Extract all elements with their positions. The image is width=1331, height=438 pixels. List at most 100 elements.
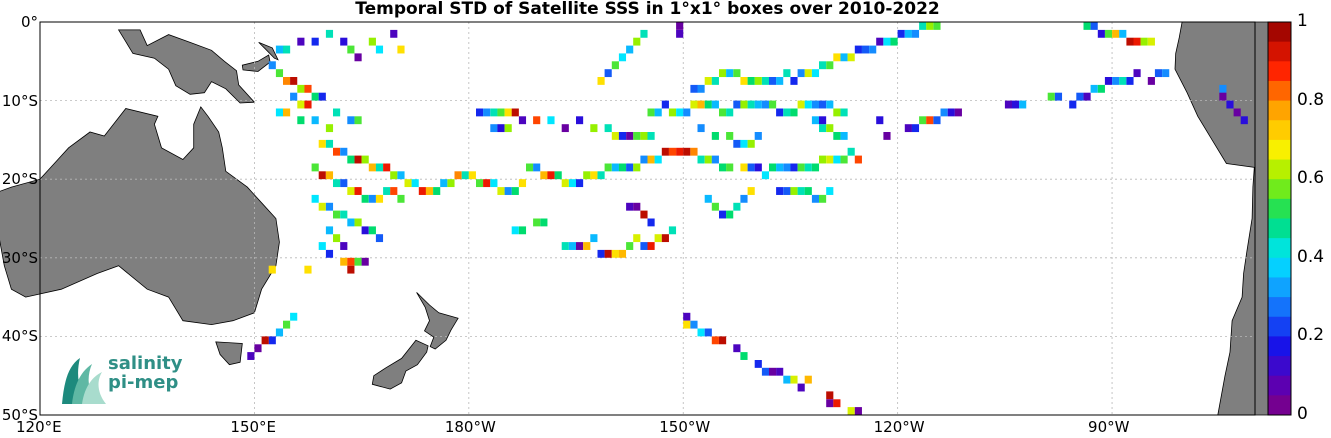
sss-std-cell	[361, 155, 369, 164]
sss-std-cell	[1076, 92, 1084, 101]
sss-std-cell	[676, 22, 684, 30]
sss-std-cell	[776, 367, 784, 376]
logo-line1: salinity	[108, 353, 183, 374]
sss-std-cell	[726, 108, 734, 117]
sss-std-cell	[676, 108, 684, 117]
sss-std-cell	[318, 92, 326, 101]
land-nz-north	[416, 292, 459, 350]
sss-std-cell	[1219, 84, 1227, 93]
colorbar-segment	[1268, 257, 1291, 278]
sss-std-cell	[754, 100, 762, 109]
sss-std-cell	[347, 155, 355, 164]
sss-std-cell	[354, 116, 362, 125]
sss-std-cell	[776, 187, 784, 195]
sss-std-cell	[354, 53, 362, 62]
sss-std-cell	[604, 163, 612, 172]
sss-std-cell	[640, 155, 648, 164]
sss-std-cell	[804, 163, 812, 172]
sss-std-cell	[933, 116, 941, 125]
sss-std-cell	[318, 139, 326, 148]
sss-std-cell	[483, 179, 491, 188]
lon-tick-label: 150°W	[659, 418, 711, 436]
sss-std-cell	[368, 37, 376, 46]
sss-std-cell	[1154, 69, 1163, 78]
sss-std-cell	[733, 202, 741, 211]
sss-std-cell	[647, 218, 655, 227]
sss-std-cell	[347, 45, 355, 54]
colorbar-segment	[1268, 395, 1291, 416]
sss-std-cell	[361, 257, 369, 266]
sss-std-cell	[761, 100, 770, 109]
colorbar-segment	[1268, 159, 1291, 180]
sss-std-cells	[247, 22, 1248, 415]
sss-std-cell	[776, 163, 784, 172]
sss-std-cell	[1104, 29, 1113, 38]
sss-std-cell	[654, 108, 662, 117]
sss-std-cell	[911, 124, 920, 133]
sss-std-cell	[597, 77, 605, 85]
sss-std-cell	[375, 194, 384, 203]
sss-std-cell	[647, 132, 655, 140]
sss-std-cell	[726, 69, 734, 78]
sss-std-cell	[1090, 22, 1098, 30]
sss-std-cell	[726, 210, 734, 219]
sss-std-cell	[740, 194, 748, 203]
sss-std-cell	[811, 100, 820, 109]
sss-std-cell	[826, 187, 834, 195]
sss-std-cell	[697, 124, 705, 133]
sss-std-cell	[761, 367, 770, 376]
sss-std-cell	[904, 124, 912, 133]
sss-std-cell	[804, 69, 812, 78]
sss-std-cell	[547, 171, 555, 180]
sss-std-cell	[833, 399, 841, 408]
sss-std-cell	[626, 163, 634, 172]
sss-std-cell	[876, 37, 884, 46]
sss-std-cell	[483, 108, 491, 117]
sss-std-cell	[811, 194, 820, 203]
sss-std-cell	[290, 77, 298, 85]
colorbar-segment	[1268, 41, 1291, 62]
sss-std-cell	[504, 108, 512, 117]
colorbar-segment	[1268, 120, 1291, 141]
colorbar-segment	[1268, 316, 1291, 337]
sss-std-cell	[626, 45, 634, 54]
sss-std-cell	[533, 116, 541, 125]
sss-std-cell	[711, 202, 719, 211]
sss-std-cell	[511, 187, 519, 195]
logo-text: salinity pi-mep	[108, 354, 183, 392]
sss-std-cell	[576, 242, 584, 250]
sss-std-cell	[676, 29, 684, 38]
sss-std-cell	[726, 132, 734, 140]
colorbar-segment	[1268, 218, 1291, 239]
sss-std-cell	[397, 45, 405, 54]
sss-std-cell	[811, 69, 820, 78]
sss-std-cell	[926, 116, 934, 125]
sss-std-cell	[783, 375, 791, 384]
sss-std-cell	[769, 77, 777, 85]
sss-std-cell	[504, 124, 512, 133]
sss-std-cell	[333, 147, 341, 156]
sss-std-cell	[776, 108, 784, 117]
sss-std-cell	[275, 45, 284, 54]
sss-std-cell	[576, 116, 584, 125]
sss-std-cell	[275, 69, 284, 78]
sss-std-cell	[433, 187, 441, 195]
sss-std-cell	[719, 163, 727, 172]
sss-std-cell	[583, 242, 591, 250]
sss-std-cell	[833, 108, 841, 117]
sss-std-cell	[554, 171, 562, 180]
sss-std-cell	[590, 234, 598, 243]
sss-std-cell	[790, 77, 798, 85]
sss-std-cell	[526, 163, 534, 172]
sss-std-cell	[368, 163, 376, 172]
sss-std-cell	[633, 202, 641, 211]
sss-std-cell	[790, 375, 798, 384]
sss-std-cell	[1119, 29, 1127, 38]
sss-std-cell	[647, 155, 655, 164]
sss-std-cell	[440, 179, 448, 188]
sss-std-cell	[311, 37, 319, 46]
sss-std-cell	[325, 249, 334, 258]
chart-title: Temporal STD of Satellite SSS in 1°x1° b…	[355, 0, 940, 19]
sss-std-cell	[769, 163, 777, 172]
sss-std-cell	[940, 108, 948, 117]
